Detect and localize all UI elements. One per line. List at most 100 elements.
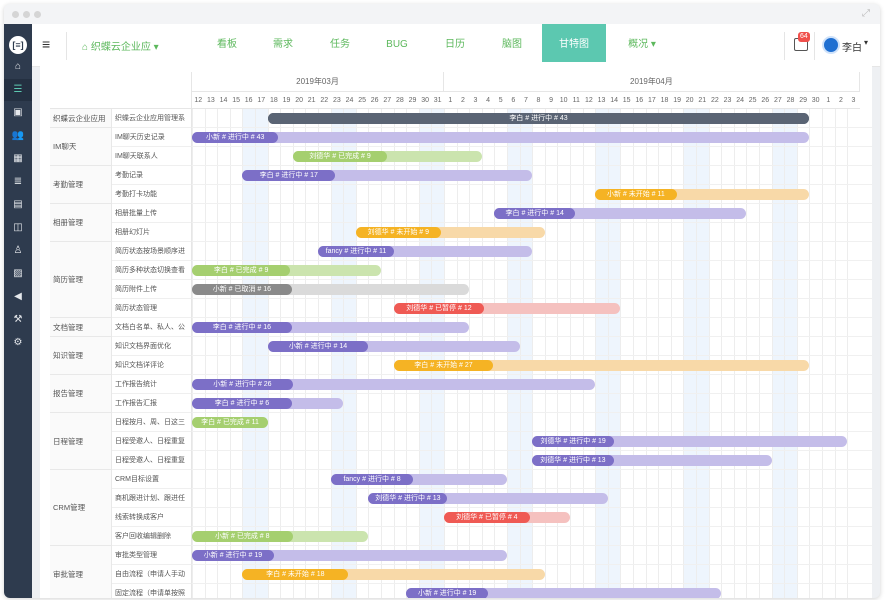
task-bar[interactable]: 小新 # 进行中 # 19 xyxy=(406,588,722,598)
task-name[interactable]: IM聊天历史记录 xyxy=(112,128,192,147)
book-icon[interactable]: ▤ xyxy=(13,199,23,210)
task-bar[interactable]: 李白 # 已完成 # 9 xyxy=(192,265,381,276)
task-bar[interactable]: 李白 # 进行中 # 17 xyxy=(242,170,533,181)
task-name[interactable]: 考勤打卡功能 xyxy=(112,185,192,204)
minimize-dot[interactable] xyxy=(23,11,30,18)
task-bar[interactable]: 李白 # 进行中 # 16 xyxy=(192,322,470,333)
task-bar[interactable]: 小新 # 进行中 # 14 xyxy=(267,341,520,352)
task-bar[interactable]: 刘德华 # 进行中 # 13 xyxy=(532,455,772,466)
fullscreen-icon[interactable]: ⤢ xyxy=(862,8,870,19)
tab-tasks[interactable]: 任务 xyxy=(330,39,350,50)
tab-gantt[interactable]: 甘特图 xyxy=(542,24,606,64)
task-bar[interactable]: 刘德华 # 进行中 # 19 xyxy=(532,436,848,447)
task-name[interactable]: 相册批量上传 xyxy=(112,204,192,223)
grid-column xyxy=(620,109,622,598)
task-name[interactable]: 知识文档界面优化 xyxy=(112,337,192,356)
task-bar[interactable]: 刘德华 # 已完成 # 9 xyxy=(292,151,482,162)
tab-calendar[interactable]: 日历 xyxy=(445,39,465,50)
briefcase-icon[interactable]: ▣ xyxy=(13,107,23,118)
user-name[interactable]: 李白 xyxy=(842,43,862,54)
day-label: 23 xyxy=(330,92,344,109)
day-label: 14 xyxy=(607,92,621,109)
task-bar[interactable]: 刘德华 # 进行中 # 13 xyxy=(368,493,608,504)
task-bar[interactable]: 李白 # 已完成 # 11 xyxy=(192,417,268,428)
task-bar[interactable]: fancy # 进行中 # 8 xyxy=(330,474,507,485)
task-bar[interactable]: 刘德华 # 已暂停 # 12 xyxy=(393,303,621,314)
image-icon[interactable]: ▨ xyxy=(13,268,23,279)
task-bar[interactable]: 刘德华 # 未开始 # 9 xyxy=(355,227,545,238)
task-bar[interactable]: 李白 # 进行中 # 43 xyxy=(267,113,810,124)
task-bar[interactable]: 李白 # 未开始 # 18 xyxy=(242,569,545,580)
task-name[interactable]: CRM目标设置 xyxy=(112,470,192,489)
task-name[interactable]: 知识文档详评论 xyxy=(112,356,192,375)
task-name[interactable]: 工作报告统计 xyxy=(112,375,192,394)
day-label: 19 xyxy=(670,92,684,109)
task-name[interactable]: 日程受邀人、日程重复 xyxy=(112,432,192,451)
task-bar[interactable]: 刘德华 # 已暂停 # 4 xyxy=(444,512,570,523)
task-bar[interactable]: 小新 # 未开始 # 11 xyxy=(595,189,810,200)
task-name[interactable]: 自由流程（申请人手动 xyxy=(112,565,192,584)
task-name[interactable]: 简历状态按场景顺序进 xyxy=(112,242,192,261)
columns-icon[interactable]: ◫ xyxy=(13,222,23,233)
task-bar[interactable]: 小新 # 已取消 # 16 xyxy=(192,284,470,295)
weekend-column xyxy=(519,109,533,598)
grid-column xyxy=(532,109,534,598)
calendar-icon[interactable]: ▦ xyxy=(13,153,23,164)
project-selector[interactable]: ⌂ 织蝶云企业应 ▾ xyxy=(82,38,159,53)
task-bar[interactable]: 小新 # 进行中 # 19 xyxy=(192,550,507,561)
task-name[interactable]: 简历多种状态切换查看 xyxy=(112,261,192,280)
home-icon[interactable]: ⌂ xyxy=(14,61,22,72)
grid-column xyxy=(658,109,660,598)
task-name[interactable]: 日程受邀人、日程重复 xyxy=(112,451,192,470)
task-name[interactable]: IM聊天联系人 xyxy=(112,147,192,166)
task-name[interactable]: 日程按月、周、日这三 xyxy=(112,413,192,432)
task-bar[interactable]: fancy # 进行中 # 11 xyxy=(318,246,533,257)
tab-bug[interactable]: BUG xyxy=(386,39,408,50)
tab-requirements[interactable]: 需求 xyxy=(273,39,293,50)
task-name[interactable]: 简历状态管理 xyxy=(112,299,192,318)
task-name[interactable]: 固定流程（申请单按照 xyxy=(112,584,192,598)
chevron-down-icon[interactable]: ▾ xyxy=(864,38,869,47)
settings-icon[interactable]: ⚙ xyxy=(13,337,23,348)
task-name[interactable]: 考勤记录 xyxy=(112,166,192,185)
task-bar-label: 刘德华 # 进行中 # 19 xyxy=(532,436,615,447)
logo-icon[interactable]: [≡] xyxy=(9,36,27,54)
task-bar-label: 李白 # 已完成 # 11 xyxy=(192,417,268,428)
task-name[interactable]: 相册幻灯片 xyxy=(112,223,192,242)
task-name[interactable]: 商机跟进计划、跟进任 xyxy=(112,489,192,508)
megaphone-icon[interactable]: ◀ xyxy=(14,291,22,302)
task-name[interactable]: 简历附件上传 xyxy=(112,280,192,299)
task-bar[interactable]: 李白 # 未开始 # 27 xyxy=(393,360,810,371)
task-bar[interactable]: 李白 # 进行中 # 6 xyxy=(192,398,344,409)
task-name[interactable]: 工作报告汇报 xyxy=(112,394,192,413)
hammer-icon[interactable]: ⚒ xyxy=(13,314,23,325)
report-icon[interactable]: ≣ xyxy=(13,176,23,187)
day-label: 27 xyxy=(381,92,394,109)
tab-kanban[interactable]: 看板 xyxy=(217,39,237,50)
group-label: 考勤管理 xyxy=(50,166,112,204)
grid-column xyxy=(267,109,269,598)
task-name[interactable]: 文档白名单、私人、公 xyxy=(112,318,192,337)
row-divider xyxy=(192,545,872,546)
task-name[interactable]: 客户回收编辑删除 xyxy=(112,527,192,546)
tab-overview[interactable]: 概况 ▾ xyxy=(628,39,656,50)
task-bar[interactable]: 李白 # 进行中 # 14 xyxy=(494,208,747,219)
task-bar[interactable]: 小新 # 进行中 # 26 xyxy=(192,379,596,390)
task-name[interactable]: 审批类型管理 xyxy=(112,546,192,565)
maximize-dot[interactable] xyxy=(34,11,41,18)
grid-column xyxy=(192,109,193,598)
avatar[interactable] xyxy=(822,36,840,54)
task-name[interactable]: 织蝶云企业应用管理系 xyxy=(112,109,192,128)
grid-column xyxy=(368,109,370,598)
menu-icon[interactable]: ≡ xyxy=(42,36,51,52)
person-icon[interactable]: ♙ xyxy=(13,245,23,256)
close-dot[interactable] xyxy=(12,11,19,18)
task-bar[interactable]: 小新 # 已完成 # 8 xyxy=(192,531,369,542)
task-bar-label: fancy # 进行中 # 8 xyxy=(330,474,414,485)
task-name[interactable]: 线索转换成客户 xyxy=(112,508,192,527)
users-icon[interactable]: 👥 xyxy=(11,130,25,141)
task-bar[interactable]: 小新 # 进行中 # 43 xyxy=(192,132,810,143)
tab-mindmap[interactable]: 脑图 xyxy=(502,39,522,50)
day-label: 5 xyxy=(494,92,507,109)
list-icon[interactable]: ☰ xyxy=(4,79,32,101)
